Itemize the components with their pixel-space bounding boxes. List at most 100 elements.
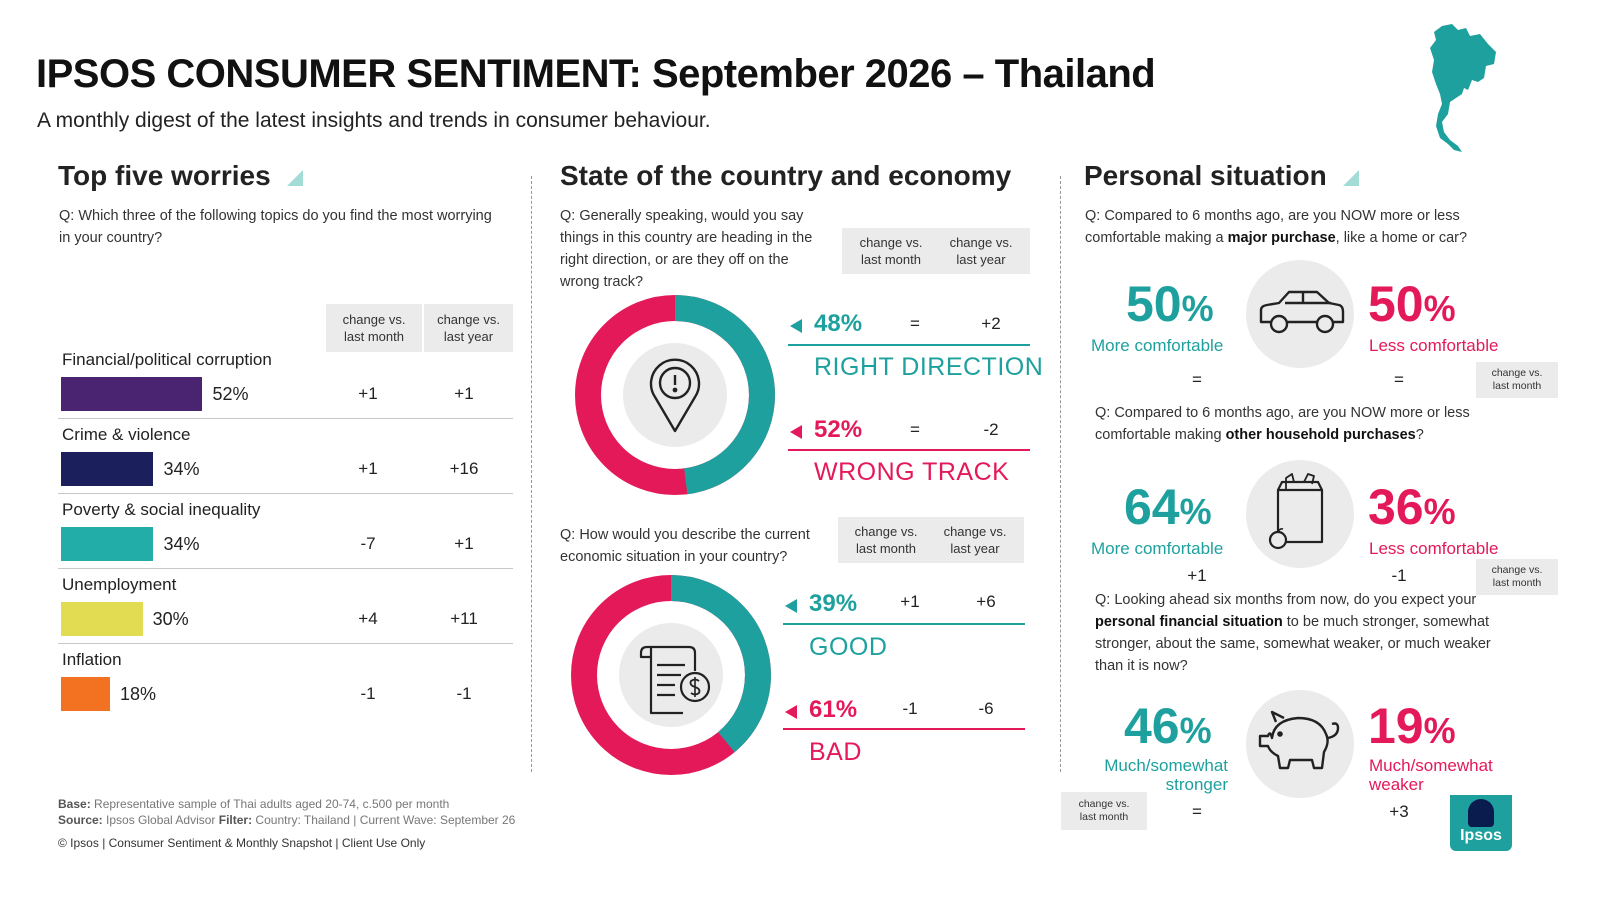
pointer-triangle-icon xyxy=(785,705,797,719)
change-last-year: -1 xyxy=(456,684,472,703)
pointer-triangle-icon xyxy=(785,599,797,613)
pink-underline xyxy=(788,449,1030,451)
change-last-month-header: change vs. last month xyxy=(1476,559,1558,595)
icon-circle xyxy=(1246,460,1354,568)
worry-bar xyxy=(61,602,143,636)
worry-percent: 34% xyxy=(163,534,200,554)
donut-good-segment xyxy=(571,575,771,775)
worry-percent: 30% xyxy=(152,609,189,629)
worry-percent: 34% xyxy=(163,459,200,479)
stronger-label: Much/somewhat stronger xyxy=(1104,756,1228,794)
car-icon xyxy=(1259,290,1345,334)
economy-question: Q: How would you describe the current ec… xyxy=(560,527,810,565)
less-comfortable-label: Less comfortable xyxy=(1369,336,1499,355)
change-last-month: -1 xyxy=(902,699,918,718)
change-last-year-header: change vs. last year xyxy=(932,228,1030,274)
teal-underline xyxy=(788,344,1030,346)
change-last-year-header: change vs. last year xyxy=(926,517,1024,563)
grocery-bag-icon xyxy=(1268,473,1324,550)
change-last-month: +4 xyxy=(358,609,378,628)
column-divider xyxy=(531,176,532,772)
worry-label: Crime & violence xyxy=(62,425,191,444)
triangle-marker-icon xyxy=(287,170,303,186)
pink-underline xyxy=(783,728,1025,730)
major-purchase-question: Q: Compared to 6 months ago, are you NOW… xyxy=(1085,208,1468,246)
donut-center xyxy=(623,343,727,447)
change-last-month: -7 xyxy=(360,534,376,553)
worry-bar xyxy=(61,377,203,411)
row-divider xyxy=(58,643,513,644)
more-comfortable-label: More comfortable xyxy=(1091,336,1224,355)
change-last-month: = xyxy=(910,420,920,439)
more-comfortable-label: More comfortable xyxy=(1091,539,1224,558)
change-last-month: = xyxy=(1192,802,1202,821)
financial-situation-question: Q: Looking ahead six months from now, do… xyxy=(1095,592,1491,674)
change-last-month-header: change vs. last month xyxy=(838,517,934,563)
change-last-year: +16 xyxy=(449,459,479,478)
page-title: IPSOS CONSUMER SENTIMENT: September 2026… xyxy=(36,52,1156,96)
good-label: GOOD xyxy=(809,633,888,661)
row-divider xyxy=(58,568,513,569)
direction-donut-chart xyxy=(575,295,775,495)
worries-question: Q: Which three of the following topics d… xyxy=(59,208,492,246)
location-alert-icon xyxy=(649,358,701,433)
row-divider xyxy=(58,493,513,494)
good-percent: 39% xyxy=(809,590,858,617)
worry-percent: 52% xyxy=(212,384,249,404)
less-comfortable-percent: 50% xyxy=(1368,276,1456,332)
worry-percent: 18% xyxy=(119,684,156,704)
icon-circle xyxy=(1246,690,1354,798)
change-last-month: -1 xyxy=(360,684,376,703)
invoice-dollar-icon xyxy=(639,645,711,715)
footer-base: Base: Representative sample of Thai adul… xyxy=(58,797,450,811)
bad-label: BAD xyxy=(809,738,862,766)
weaker-label: Much/somewhat weaker xyxy=(1369,756,1493,794)
change-last-month: +1 xyxy=(358,459,378,478)
wrong-track-label: WRONG TRACK xyxy=(814,458,1010,486)
change-last-month: +1 xyxy=(900,592,920,611)
triangle-marker-icon xyxy=(1343,170,1359,186)
column-divider xyxy=(1060,176,1061,772)
logo-mark-icon xyxy=(1468,799,1494,827)
less-comfortable-label: Less comfortable xyxy=(1369,539,1499,558)
pointer-triangle-icon xyxy=(790,425,802,439)
right-direction-label: RIGHT DIRECTION xyxy=(814,353,1044,381)
change-last-year: +1 xyxy=(454,534,474,553)
row-divider xyxy=(58,418,513,419)
change-last-month: +1 xyxy=(358,384,378,403)
worries-heading: Top five worries xyxy=(58,160,271,191)
right-direction-percent: 48% xyxy=(814,310,863,337)
change-last-year: +6 xyxy=(976,592,996,611)
change-last-month: +3 xyxy=(1389,802,1409,821)
stronger-percent: 46% xyxy=(1124,698,1212,754)
change-last-month-header: change vs. last month xyxy=(1061,792,1147,830)
teal-underline xyxy=(783,623,1025,625)
change-last-month-header: change vs. last month xyxy=(1476,362,1558,398)
footer-source: Source: Ipsos Global Advisor Filter: Cou… xyxy=(58,813,516,827)
change-last-year: +2 xyxy=(981,314,1001,333)
wrong-track-percent: 52% xyxy=(814,416,863,443)
change-last-month: +1 xyxy=(1187,566,1207,585)
worry-bar xyxy=(61,452,154,486)
direction-question: Q: Generally speaking, would you say thi… xyxy=(560,208,813,290)
worry-bar xyxy=(61,527,154,561)
worry-label: Inflation xyxy=(62,650,122,669)
change-last-month: = xyxy=(1192,370,1202,389)
change-last-year: -6 xyxy=(978,699,994,718)
piggy-bank-icon xyxy=(1258,710,1340,770)
more-comfortable-percent: 64% xyxy=(1124,479,1212,535)
economy-donut-chart xyxy=(571,575,771,775)
more-comfortable-percent: 50% xyxy=(1126,276,1214,332)
worry-bar xyxy=(61,677,110,711)
weaker-percent: 19% xyxy=(1368,698,1456,754)
change-last-year-header: change vs. last year xyxy=(424,304,513,352)
change-last-year: +1 xyxy=(454,384,474,403)
worry-label: Poverty & social inequality xyxy=(62,500,261,519)
ipsos-logo: Ipsos xyxy=(1450,795,1512,851)
household-purchase-question: Q: Compared to 6 months ago, are you NOW… xyxy=(1095,405,1470,443)
footer-copyright: © Ipsos | Consumer Sentiment & Monthly S… xyxy=(58,836,426,850)
worry-label: Unemployment xyxy=(62,575,177,594)
page-subtitle: A monthly digest of the latest insights … xyxy=(37,109,711,132)
less-comfortable-percent: 36% xyxy=(1368,479,1456,535)
donut-right-segment xyxy=(575,295,775,495)
